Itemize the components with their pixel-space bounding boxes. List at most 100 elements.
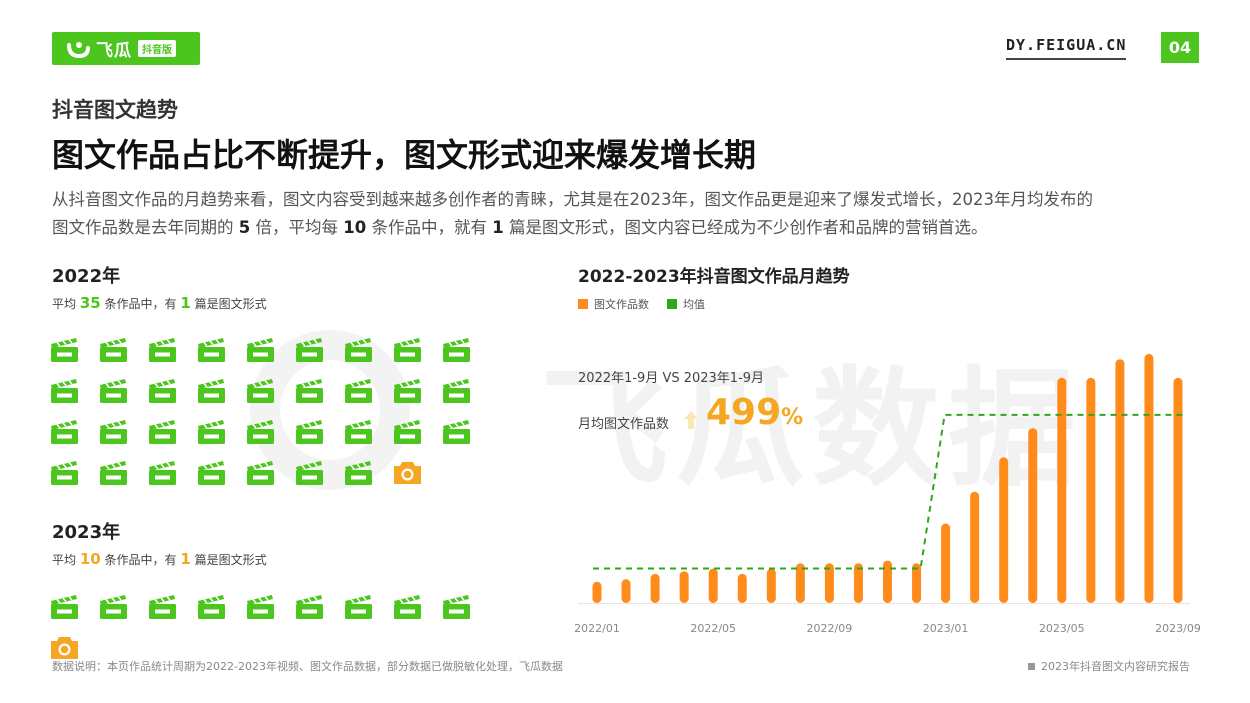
- video-clapper-icon: [149, 595, 176, 619]
- video-clapper-icon: [443, 338, 470, 362]
- legend-item-bars[interactable]: 图文作品数: [578, 296, 649, 312]
- video-clapper-icon: [100, 420, 127, 444]
- bar-2023/05[interactable]: [1057, 377, 1067, 603]
- growth-number: 499: [706, 392, 782, 433]
- video-clapper-icon: [198, 420, 225, 444]
- legend-label: 图文作品数: [594, 298, 649, 311]
- logo-swirl-icon: [67, 41, 90, 58]
- up-arrow-icon: [684, 411, 698, 429]
- report-name: 2023年抖音图文内容研究报告: [1028, 658, 1190, 674]
- video-clapper-icon: [443, 595, 470, 619]
- video-clapper-icon: [296, 338, 323, 362]
- video-clapper-icon: [51, 379, 78, 403]
- icon-grid-2023: [49, 592, 529, 674]
- video-clapper-icon: [296, 461, 323, 485]
- bar-2022/06[interactable]: [737, 573, 747, 603]
- legend-swatch-orange: [578, 299, 588, 309]
- bar-2022/09[interactable]: [824, 563, 834, 603]
- site-url[interactable]: DY.FEIGUA.CN: [1006, 36, 1127, 60]
- camera-icon: [394, 462, 421, 484]
- bar-2022/01[interactable]: [592, 581, 602, 603]
- feigua-logo[interactable]: 飞瓜 抖音版: [52, 32, 200, 65]
- year-2022-avg: 平均 35 条作品中，有 1 篇是图文形式: [52, 294, 267, 312]
- video-clapper-icon: [345, 379, 372, 403]
- year-2023-title: 2023年: [52, 522, 121, 543]
- video-clapper-icon: [198, 379, 225, 403]
- video-clapper-icon: [100, 461, 127, 485]
- avg-count: 10: [79, 550, 101, 568]
- video-clapper-icon: [100, 379, 127, 403]
- summary-p1: 从抖音图文作品的月趋势来看，图文内容受到越来越多创作者的青睐，尤其是在2023年…: [52, 190, 1093, 209]
- logo-sub: 抖音版: [138, 40, 176, 57]
- summary-text: 从抖音图文作品的月趋势来看，图文内容受到越来越多创作者的青睐，尤其是在2023年…: [52, 186, 1202, 242]
- video-clapper-icon: [149, 379, 176, 403]
- video-clapper-icon: [247, 461, 274, 485]
- legend-label: 均值: [683, 298, 705, 311]
- avg-prefix: 平均: [52, 297, 77, 311]
- video-clapper-icon: [296, 595, 323, 619]
- page-title: 图文作品占比不断提升，图文形式迎来爆发增长期: [52, 136, 757, 174]
- video-clapper-icon: [100, 338, 127, 362]
- avg-mid: 条作品中，有: [104, 297, 177, 311]
- summary-p2b: 倍，平均每: [255, 218, 338, 237]
- bar-2022/10[interactable]: [853, 563, 863, 603]
- video-clapper-icon: [149, 338, 176, 362]
- bar-2023/01[interactable]: [941, 523, 951, 604]
- bar-2022/03[interactable]: [650, 573, 660, 603]
- bar-2023/07[interactable]: [1115, 359, 1125, 603]
- x-tick-label: 2023/09: [1155, 622, 1200, 635]
- bar-2023/06[interactable]: [1086, 377, 1096, 603]
- summary-n2: 10: [343, 218, 367, 237]
- video-clapper-icon: [296, 379, 323, 403]
- video-clapper-icon: [51, 595, 78, 619]
- bar-2022/08[interactable]: [795, 563, 805, 603]
- x-tick-label: 2022/01: [574, 622, 620, 635]
- bar-2023/03[interactable]: [999, 457, 1009, 603]
- legend-item-avg[interactable]: 均值: [667, 296, 705, 312]
- logo-name: 飞瓜: [96, 41, 132, 61]
- avg-suffix: 篇是图文形式: [194, 553, 267, 567]
- bar-2022/02[interactable]: [621, 579, 631, 603]
- video-clapper-icon: [443, 420, 470, 444]
- video-clapper-icon: [247, 379, 274, 403]
- bar-2022/11[interactable]: [883, 560, 892, 603]
- x-tick-label: 2022/09: [807, 622, 853, 635]
- bar-2022/07[interactable]: [766, 568, 776, 603]
- video-clapper-icon: [198, 595, 225, 619]
- video-clapper-icon: [296, 420, 323, 444]
- legend-swatch-green: [667, 299, 677, 309]
- chart-title: 2022-2023年抖音图文作品月趋势: [578, 267, 850, 287]
- bar-2023/09[interactable]: [1173, 377, 1183, 603]
- bar-2022/04[interactable]: [679, 571, 689, 603]
- bar-2022/05[interactable]: [708, 568, 718, 603]
- footnote: 数据说明：本页作品统计周期为2022-2023年视频、图文作品数据，部分数据已做…: [52, 660, 563, 673]
- video-clapper-icon: [51, 420, 78, 444]
- video-clapper-icon: [247, 595, 274, 619]
- section-title: 抖音图文趋势: [52, 98, 178, 122]
- avg-count: 35: [79, 294, 101, 312]
- summary-p2c: 条作品中，就有: [371, 218, 487, 237]
- video-clapper-icon: [100, 595, 127, 619]
- bar-2023/04[interactable]: [1028, 428, 1038, 603]
- x-tick-label: 2022/05: [690, 622, 736, 635]
- video-clapper-icon: [345, 338, 372, 362]
- video-clapper-icon: [394, 379, 421, 403]
- summary-p2a: 图文作品数是去年同期的: [52, 218, 234, 237]
- x-tick-label: 2023/05: [1039, 622, 1085, 635]
- summary-p2d: 篇是图文形式，图文内容已经成为不少创作者和品牌的营销首选。: [508, 218, 988, 237]
- video-clapper-icon: [345, 595, 372, 619]
- bar-2022/12[interactable]: [912, 563, 922, 603]
- growth-value: 499%: [706, 392, 803, 433]
- video-clapper-icon: [394, 338, 421, 362]
- video-clapper-icon: [149, 461, 176, 485]
- avg-one: 1: [180, 550, 191, 568]
- summary-n1: 5: [238, 218, 251, 237]
- growth-unit: %: [781, 405, 804, 430]
- bar-2023/02[interactable]: [970, 491, 980, 603]
- avg-prefix: 平均: [52, 553, 77, 567]
- bar-2023/08[interactable]: [1144, 353, 1154, 603]
- video-clapper-icon: [198, 461, 225, 485]
- video-clapper-icon: [247, 420, 274, 444]
- summary-n3: 1: [492, 218, 504, 237]
- video-clapper-icon: [443, 379, 470, 403]
